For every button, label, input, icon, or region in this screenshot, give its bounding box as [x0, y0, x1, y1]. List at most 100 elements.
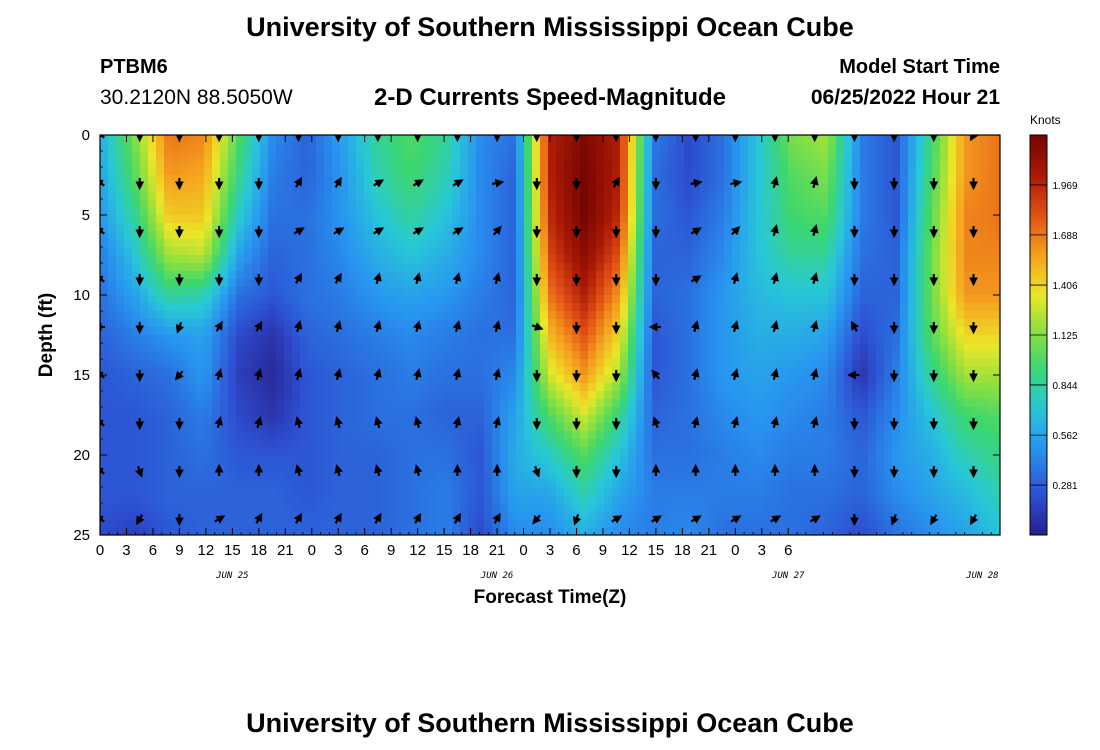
heatmap-cell — [500, 183, 509, 192]
heatmap-cell — [924, 447, 933, 456]
heatmap-cell — [852, 287, 861, 296]
heatmap-cell — [452, 455, 461, 464]
heatmap-cell — [212, 359, 221, 368]
heatmap-cell — [220, 415, 229, 424]
heatmap-cell — [348, 295, 357, 304]
heatmap-cell — [964, 471, 973, 480]
heatmap-cell — [860, 391, 869, 400]
heatmap-cell — [156, 223, 165, 232]
heatmap-cell — [764, 151, 773, 160]
heatmap-cell — [652, 263, 661, 272]
heatmap-cell — [796, 263, 805, 272]
heatmap-cell — [516, 439, 525, 448]
heatmap-cell — [732, 431, 741, 440]
heatmap-cell — [788, 351, 797, 360]
heatmap-cell — [276, 399, 285, 408]
heatmap-cell — [692, 479, 701, 488]
heatmap-cell — [420, 247, 429, 256]
heatmap-cell — [316, 135, 325, 144]
heatmap-cell — [100, 159, 109, 168]
heatmap-cell — [724, 167, 733, 176]
heatmap-cell — [644, 383, 653, 392]
heatmap-cell — [260, 159, 269, 168]
heatmap-cell — [500, 295, 509, 304]
heatmap-cell — [924, 215, 933, 224]
heatmap-cell — [596, 215, 605, 224]
heatmap-cell — [468, 287, 477, 296]
heatmap-cell — [660, 375, 669, 384]
heatmap-cell — [748, 399, 757, 408]
heatmap-cell — [580, 263, 589, 272]
heatmap-cell — [348, 287, 357, 296]
heatmap-cell — [740, 375, 749, 384]
heatmap-cell — [732, 279, 741, 288]
heatmap-cell — [804, 383, 813, 392]
heatmap-cell — [292, 407, 301, 416]
heatmap-cell — [980, 239, 989, 248]
heatmap-cell — [900, 223, 909, 232]
heatmap-cell — [180, 455, 189, 464]
heatmap-cell — [716, 175, 725, 184]
heatmap-cell — [764, 167, 773, 176]
heatmap-cell — [844, 431, 853, 440]
heatmap-cell — [500, 423, 509, 432]
heatmap-cell — [204, 159, 213, 168]
heatmap-cell — [996, 287, 1000, 296]
heatmap-cell — [948, 407, 957, 416]
heatmap-cell — [812, 439, 821, 448]
heatmap-cell — [884, 479, 893, 488]
heatmap-cell — [132, 319, 141, 328]
heatmap-cell — [516, 215, 525, 224]
heatmap-cell — [220, 303, 229, 312]
heatmap-cell — [404, 263, 413, 272]
heatmap-cell — [836, 287, 845, 296]
heatmap-cell — [220, 439, 229, 448]
heatmap-cell — [172, 223, 181, 232]
heatmap-cell — [900, 455, 909, 464]
heatmap-cell — [372, 159, 381, 168]
heatmap-cell — [948, 343, 957, 352]
heatmap-cell — [876, 143, 885, 152]
heatmap-cell — [564, 391, 573, 400]
heatmap-cell — [428, 335, 437, 344]
heatmap-cell — [396, 287, 405, 296]
heatmap-cell — [556, 239, 565, 248]
heatmap-cell — [572, 399, 581, 408]
heatmap-cell — [924, 455, 933, 464]
heatmap-cell — [220, 167, 229, 176]
heatmap-cell — [396, 463, 405, 472]
heatmap-cell — [564, 135, 573, 144]
heatmap-cell — [580, 311, 589, 320]
heatmap-cell — [316, 463, 325, 472]
heatmap-cell — [212, 255, 221, 264]
heatmap-cell — [644, 439, 653, 448]
heatmap-cell — [548, 295, 557, 304]
heatmap-cell — [924, 175, 933, 184]
heatmap-cell — [268, 431, 277, 440]
heatmap-cell — [196, 279, 205, 288]
heatmap-cell — [212, 335, 221, 344]
heatmap-cell — [492, 247, 501, 256]
heatmap-cell — [220, 327, 229, 336]
heatmap-cell — [996, 135, 1000, 144]
heatmap-cell — [980, 359, 989, 368]
heatmap-cell — [700, 295, 709, 304]
heatmap-cell — [508, 247, 517, 256]
heatmap-cell — [356, 359, 365, 368]
heatmap-cell — [276, 303, 285, 312]
heatmap-cell — [620, 327, 629, 336]
heatmap-cell — [948, 287, 957, 296]
heatmap-cell — [412, 479, 421, 488]
heatmap-cell — [988, 183, 997, 192]
heatmap-cell — [108, 143, 117, 152]
heatmap-cell — [244, 159, 253, 168]
heatmap-cell — [892, 143, 901, 152]
heatmap-cell — [420, 343, 429, 352]
heatmap-cell — [300, 479, 309, 488]
heatmap-cell — [468, 167, 477, 176]
heatmap-cell — [876, 439, 885, 448]
heatmap-cell — [404, 151, 413, 160]
heatmap-cell — [364, 143, 373, 152]
heatmap-cell — [308, 383, 317, 392]
heatmap-cell — [956, 183, 965, 192]
